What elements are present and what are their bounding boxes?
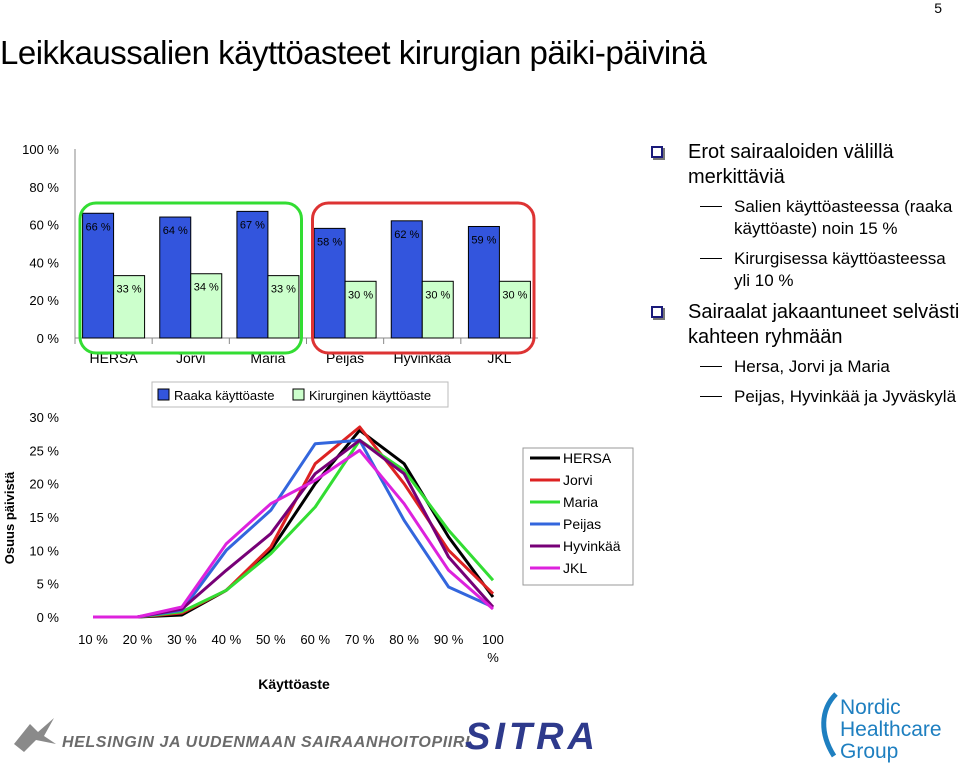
bar-data-label: 58 % [317,236,342,248]
bar-data-label: 66 % [86,221,111,233]
x-tick-label: 30 % [167,632,197,647]
y-tick-label: 5 % [37,577,60,592]
y-tick-label: 60 % [29,218,59,233]
bar-data-label: 33 % [271,284,296,296]
line-legend: HERSA Jorvi Maria Peijas Hyvinkää JKL [522,447,634,586]
y-tick-label: 15 % [29,510,59,525]
bar [421,280,454,339]
legend-label: Kirurginen käyttöaste [309,388,431,403]
sub-bullet-raw: Salien käyttöasteessa (raaka käyttöaste)… [648,196,960,240]
bullet-list: Erot sairaaloiden välillä merkittäviä Sa… [648,140,960,416]
bar-data-label: 30 % [348,289,373,301]
footer-organization: HELSINGIN JA UUDENMAAN SAIRAANHOITOPIIRI [62,734,471,751]
x-tick-label: 60 % [300,632,330,647]
series-line [93,448,494,619]
y-tick-label: 20 % [29,293,59,308]
y-tick-label: 10 % [29,543,59,558]
slide-title: Leikkaussalien käyttöasteet kirurgian pä… [0,34,707,71]
group1-highlight-box [78,201,303,355]
x-tick-label: 90 % [434,632,464,647]
group2-highlight-box [311,201,536,355]
nhg-logo: Nordic Healthcare Group [840,696,942,763]
series-line [93,428,495,619]
bar-data-label: 59 % [471,234,496,246]
legend-swatch [157,388,170,401]
bar-data-label: 33 % [117,284,142,296]
dash-bullet-icon [700,366,722,367]
x-tick-label: 10 % [78,632,108,647]
bar [236,210,269,339]
bar-data-label: 34 % [194,282,219,294]
legend-frame [522,447,634,586]
y-tick-label: 40 % [29,255,59,270]
dash-bullet-icon [700,258,722,259]
y-tick-label: 0 % [37,331,60,346]
x-tick-label: 70 % [345,632,375,647]
bar [390,220,423,339]
x-tick-label: % [487,650,499,665]
legend-frame [151,381,449,408]
bar [113,275,146,339]
bar-data-label: 30 % [502,289,527,301]
dash-bullet-icon [700,206,722,207]
bullet-groups: Sairaalat jakaantuneet selvästi kahteen … [648,300,960,350]
sub-bullet-group2: Peijas, Hyvinkää ja Jyväskylä [648,386,960,408]
bar-legend: Raaka käyttöaste Kirurginen käyttöaste [157,388,431,403]
sitra-logo: SITRA [465,716,599,758]
y-tick-label: 80 % [29,180,59,195]
checkbox-bullet-icon [651,306,663,318]
bullet-differences: Erot sairaaloiden välillä merkittäviä [648,140,960,190]
hus-logo-icon [14,718,56,752]
bar-data-label: 67 % [240,219,265,231]
bar [498,280,531,339]
legend-label: HERSA [563,450,612,466]
dash-bullet-icon [700,396,722,397]
bar-data-label: 30 % [425,289,450,301]
legend-label: Raaka käyttöaste [174,388,274,403]
x-tick-label: 100 [482,632,504,647]
y-axis-title: Osuus päivistä [2,471,17,564]
bar [190,273,223,339]
x-tick-label: 20 % [123,632,153,647]
legend-label: Peijas [563,516,601,532]
y-tick-label: 25 % [29,443,59,458]
x-tick-label: 40 % [212,632,242,647]
legend-label: Maria [563,494,598,510]
page-number: 5 [934,0,942,16]
x-axis-title: Käyttöaste [258,676,330,692]
legend-label: Hyvinkää [563,538,621,554]
x-tick-label: 50 % [256,632,286,647]
y-tick-label: 100 % [22,142,59,157]
bar-data-label: 62 % [394,229,419,241]
bar [313,227,346,339]
bar [159,216,192,339]
bar [467,225,500,339]
bar [267,275,300,339]
x-tick-label: 80 % [389,632,419,647]
sub-bullet-surgical: Kirurgisessa käyttöasteessa yli 10 % [648,248,960,292]
bar [82,212,115,339]
nhg-logo-swoosh-icon [821,692,838,758]
sub-bullet-group1: Hersa, Jorvi ja Maria [648,356,960,378]
checkbox-bullet-icon [651,146,663,158]
y-tick-label: 0 % [37,610,60,625]
bar-data-label: 64 % [163,225,188,237]
bar [344,280,377,339]
series-line [93,425,495,619]
y-tick-label: 30 % [29,410,59,425]
legend-label: JKL [563,560,587,576]
legend-swatch [292,388,305,401]
y-tick-label: 20 % [29,477,59,492]
legend-label: Jorvi [563,472,593,488]
